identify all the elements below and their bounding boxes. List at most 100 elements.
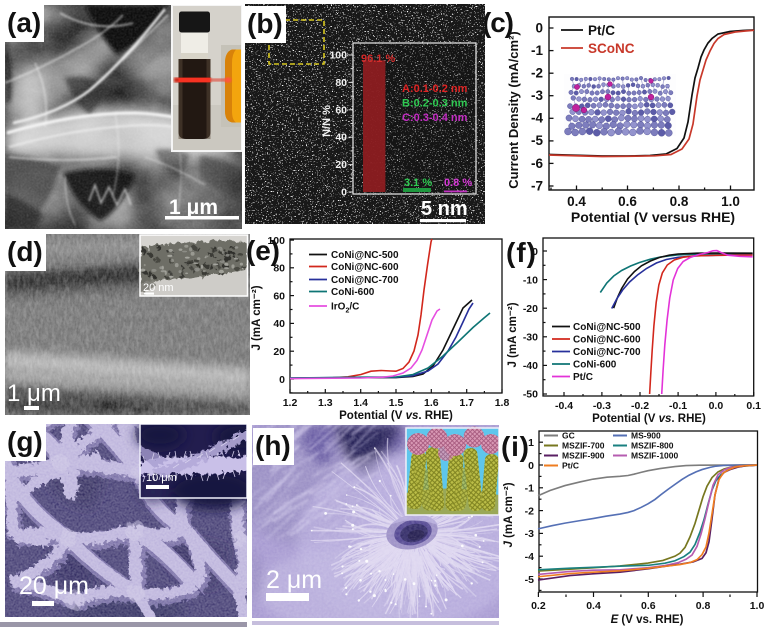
svg-text:-7: -7 [531,179,543,194]
svg-text:1.0: 1.0 [721,194,740,209]
svg-text:100: 100 [329,50,347,62]
svg-text:IrO2/C: IrO2/C [331,302,359,315]
svg-text:-2: -2 [525,505,534,517]
svg-text:-50: -50 [523,389,538,401]
svg-text:5 nm: 5 nm [421,198,468,220]
svg-text:J (mA cm⁻²): J (mA cm⁻²) [507,302,519,367]
svg-text:-20: -20 [523,303,538,315]
svg-text:-1: -1 [525,483,534,495]
svg-text:Pt/C: Pt/C [573,372,593,383]
svg-text:1.3: 1.3 [318,397,333,409]
svg-text:-30: -30 [523,332,538,344]
svg-text:GC: GC [562,431,575,441]
svg-text:Pt/C: Pt/C [562,461,579,471]
svg-text:1 μm: 1 μm [7,380,61,407]
svg-text:80: 80 [335,77,347,89]
svg-text:0.6: 0.6 [641,600,656,612]
svg-text:CoNi-600: CoNi-600 [573,360,617,371]
svg-text:0.8: 0.8 [696,600,711,612]
svg-text:MSZIF-900: MSZIF-900 [562,451,605,461]
svg-text:CoNi@NC-500: CoNi@NC-500 [331,250,399,261]
svg-text:-10: -10 [523,275,538,287]
svg-text:-2: -2 [531,66,543,81]
svg-text:CoNi@NC-700: CoNi@NC-700 [573,347,641,358]
svg-text:-6: -6 [531,156,543,171]
svg-text:0.6: 0.6 [618,194,637,209]
svg-text:Potential (V versus RHE): Potential (V versus RHE) [571,209,735,225]
svg-text:1.0: 1.0 [750,600,765,612]
svg-text:0: 0 [341,187,347,199]
svg-text:MSZIF-700: MSZIF-700 [562,441,605,451]
svg-text:E (V vs. RHE): E (V vs. RHE) [611,614,684,626]
svg-text:-5: -5 [531,133,543,148]
svg-text:-0.1: -0.1 [669,400,687,412]
svg-text:60: 60 [335,104,347,116]
svg-text:1 μm: 1 μm [169,196,218,219]
svg-text:40: 40 [335,132,347,144]
svg-text:J (mA cm⁻²): J (mA cm⁻²) [503,482,515,547]
svg-text:A:0.1-0.2 nm: A:0.1-0.2 nm [402,83,468,95]
svg-text:Pt/C: Pt/C [588,23,615,38]
svg-text:1.6: 1.6 [424,397,439,409]
svg-text:20: 20 [335,159,347,171]
svg-text:1.2: 1.2 [283,397,298,409]
svg-text:20: 20 [273,346,285,358]
svg-text:0.2: 0.2 [531,600,546,612]
svg-text:60: 60 [273,291,285,303]
svg-text:20 nm: 20 nm [143,282,174,294]
svg-text:80: 80 [273,263,285,275]
svg-text:-0.2: -0.2 [631,400,649,412]
svg-text:0.4: 0.4 [567,194,586,209]
svg-text:3.1 %: 3.1 % [404,177,432,189]
svg-text:MSZIF-1000: MSZIF-1000 [631,451,679,461]
svg-text:CoNi@NC-600: CoNi@NC-600 [573,335,641,346]
svg-text:1: 1 [528,437,534,449]
svg-text:0.4: 0.4 [586,600,601,612]
svg-text:Current Density (mA/cm²): Current Density (mA/cm²) [506,31,521,188]
svg-text:C:0.3-0.4 nm: C:0.3-0.4 nm [402,112,468,124]
svg-text:CoNi@NC-600: CoNi@NC-600 [331,262,399,273]
svg-text:0: 0 [535,21,543,36]
svg-text:Potential (V vs. RHE): Potential (V vs. RHE) [592,413,706,425]
svg-text:N/N %: N/N % [321,105,333,137]
svg-text:40: 40 [273,318,285,330]
svg-text:10 μm: 10 μm [146,472,177,484]
svg-text:-0.3: -0.3 [593,400,611,412]
svg-text:MSZIF-800: MSZIF-800 [631,441,674,451]
svg-text:SCoNC: SCoNC [588,41,635,56]
svg-text:MS-900: MS-900 [631,431,661,441]
svg-text:J (mA cm⁻²): J (mA cm⁻²) [251,285,263,350]
svg-text:CoNi@NC-700: CoNi@NC-700 [331,275,399,286]
svg-text:0: 0 [279,374,285,386]
svg-text:0.0: 0.0 [709,400,724,412]
svg-text:1.7: 1.7 [459,397,474,409]
svg-text:B:0.2-0.3 nm: B:0.2-0.3 nm [402,98,468,110]
svg-text:(e): (e) [246,235,280,266]
svg-text:1.5: 1.5 [389,397,404,409]
svg-text:1.4: 1.4 [353,397,368,409]
svg-text:(c): (c) [485,7,514,38]
svg-text:(i): (i) [501,431,529,462]
svg-text:0: 0 [528,460,534,472]
svg-text:-0.4: -0.4 [555,400,573,412]
svg-text:0.8 %: 0.8 % [444,177,472,189]
svg-text:(f): (f) [506,237,536,268]
svg-text:2 μm: 2 μm [266,566,322,594]
svg-text:-4: -4 [525,551,534,563]
svg-text:-1: -1 [531,43,543,58]
svg-text:-4: -4 [531,111,543,126]
svg-text:-40: -40 [523,360,538,372]
svg-text:0: 0 [532,246,538,258]
svg-text:-3: -3 [531,88,543,103]
svg-text:20 μm: 20 μm [19,572,89,600]
svg-text:0.8: 0.8 [670,194,689,209]
svg-text:-3: -3 [525,528,534,540]
svg-text:100: 100 [267,235,285,247]
svg-text:CoNi-600: CoNi-600 [331,287,375,298]
svg-text:-5: -5 [525,574,534,586]
svg-text:0.1: 0.1 [746,400,761,412]
svg-text:CoNi@NC-500: CoNi@NC-500 [573,322,641,333]
svg-text:1.8: 1.8 [495,397,510,409]
svg-text:Potential (V vs. RHE): Potential (V vs. RHE) [339,410,453,422]
svg-text:96.1 %: 96.1 % [361,53,395,65]
